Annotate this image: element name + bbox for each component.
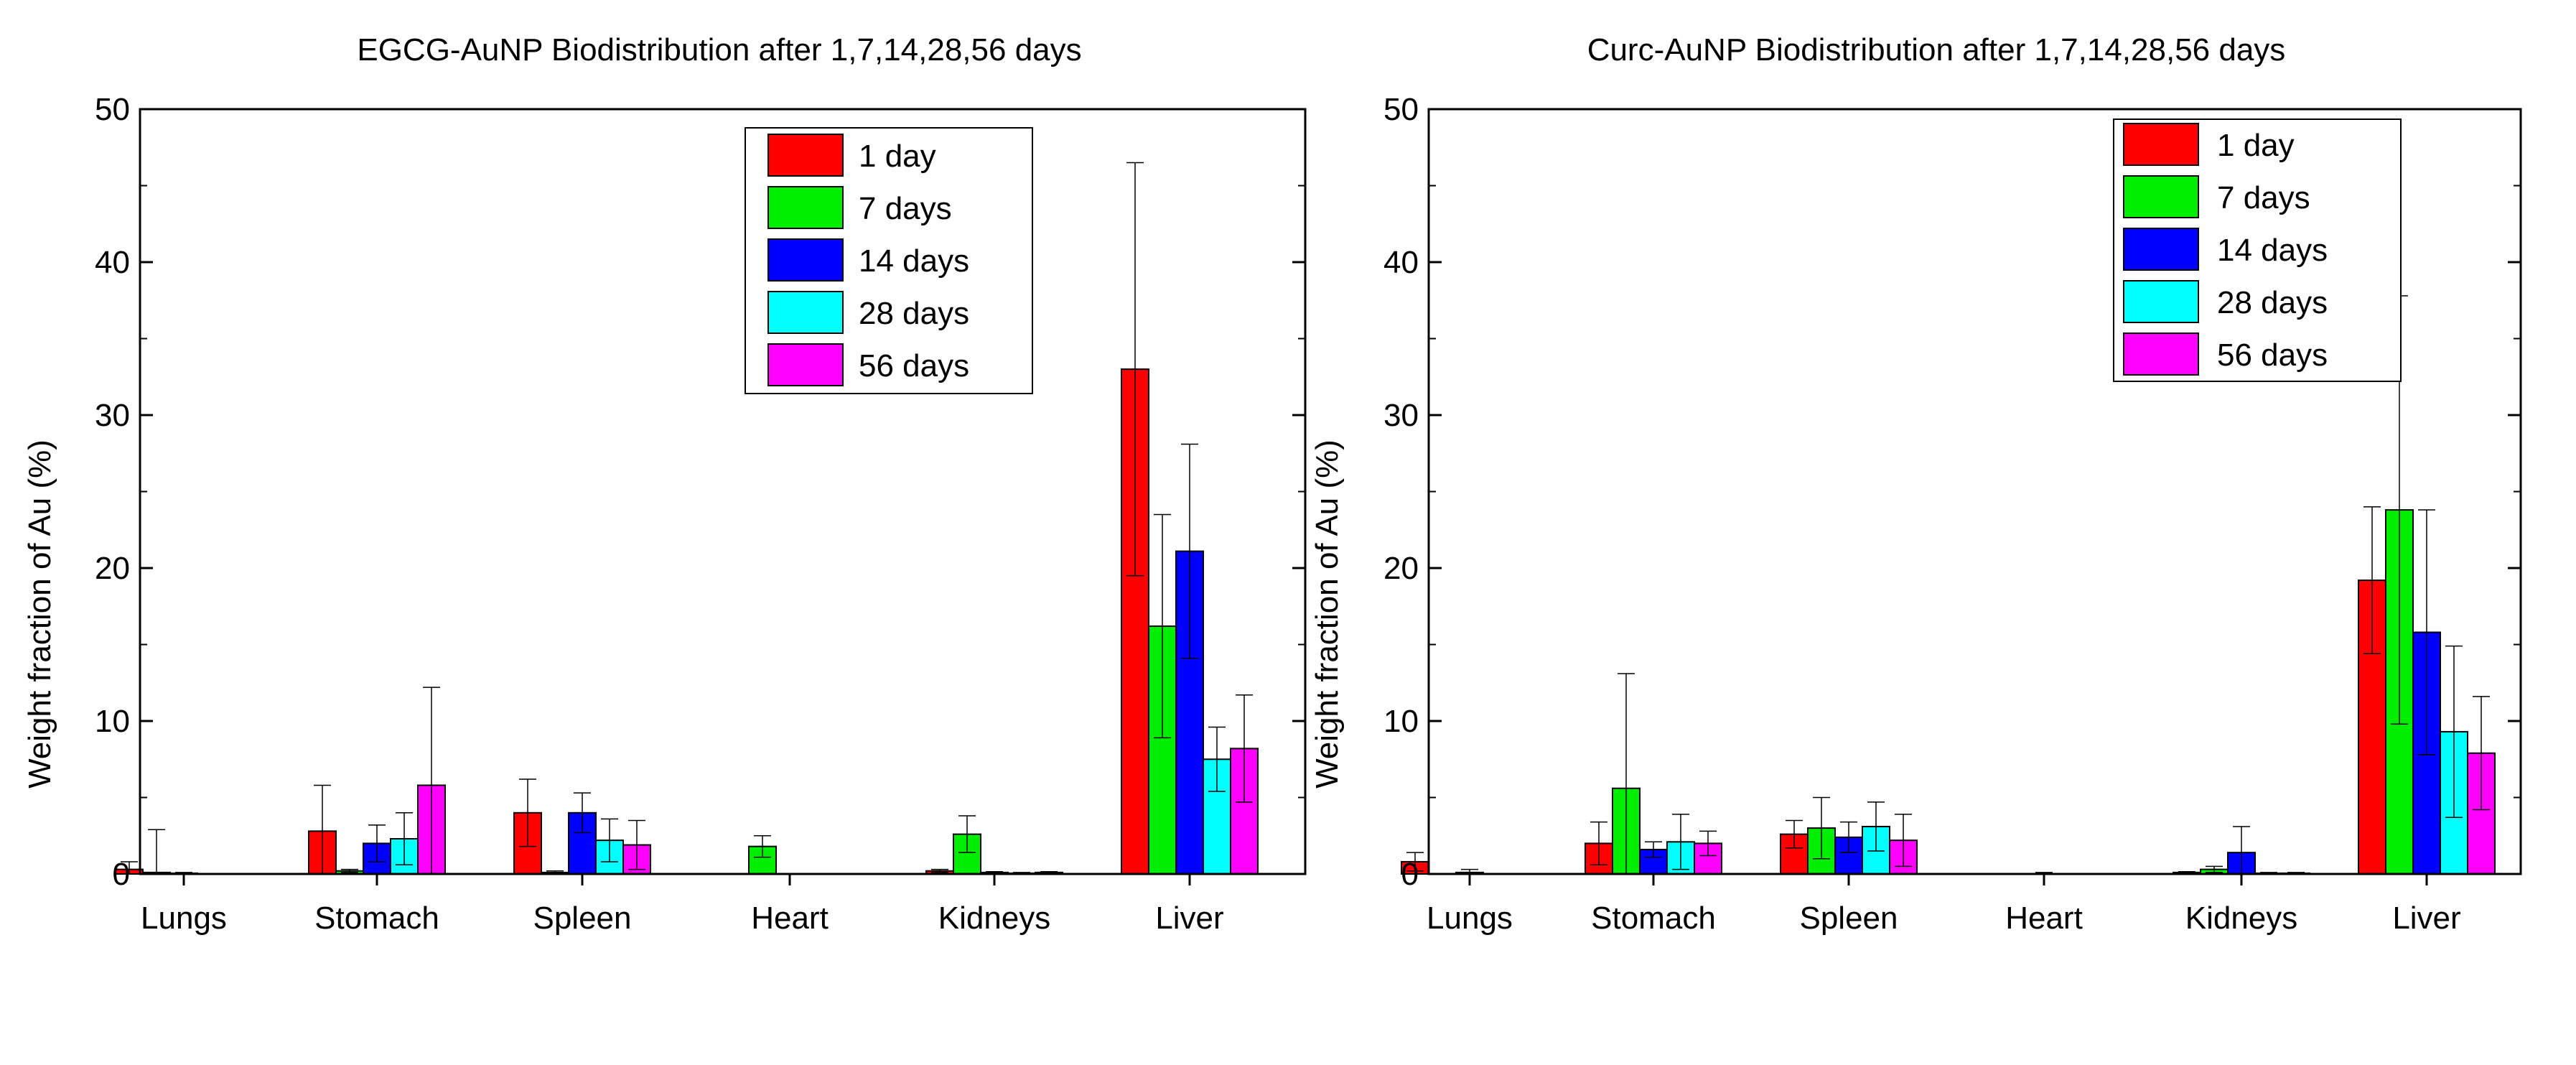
legend-swatch: [767, 291, 844, 334]
y-tick-label: 0: [1401, 857, 1419, 892]
y-tick-label: 10: [95, 704, 130, 739]
legend-label: 7 days: [2217, 180, 2310, 215]
x-categories: Lungs Stomach Spleen Heart Kidneys Liver: [1427, 874, 2461, 936]
x-tick-label: Stomach: [314, 901, 439, 936]
legend: 1 day 7 days 14 days 28 days 56 days: [2113, 118, 2402, 382]
x-tick-label: Kidneys: [2185, 901, 2298, 936]
x-tick-label: Kidneys: [938, 901, 1051, 936]
x-tick-label: Liver: [1155, 901, 1223, 936]
chart-title: EGCG-AuNP Biodistribution after 1,7,14,2…: [357, 32, 1081, 68]
egcg-chart: EGCG-AuNP Biodistribution after 1,7,14,2…: [22, 32, 1307, 936]
y-tick-label: 40: [1383, 245, 1419, 280]
y-ticks: 0 10 20 30 40 50: [1383, 92, 2521, 892]
legend-swatch: [767, 238, 844, 282]
y-tick-label: 30: [1383, 398, 1419, 433]
legend-swatch: [767, 343, 844, 386]
legend-swatch: [767, 134, 844, 177]
legend-swatch: [767, 186, 844, 229]
x-categories: Lungs Stomach Spleen Heart Kidneys Liver: [141, 874, 1224, 936]
x-tick-label: Heart: [751, 901, 829, 936]
y-tick-label: 40: [95, 245, 130, 280]
plot-frame: [1427, 108, 2522, 875]
legend-label: 28 days: [859, 296, 969, 331]
y-tick-label: 50: [95, 92, 130, 127]
chart-marks: [115, 162, 1259, 875]
x-tick-label: Spleen: [1799, 901, 1898, 936]
legend-label: 7 days: [859, 191, 952, 226]
y-tick-label: 50: [1383, 92, 1419, 127]
legend-swatch: [2123, 123, 2199, 166]
legend-label: 1 day: [2217, 128, 2295, 163]
legend: 1 day 7 days 14 days 28 days 56 days: [745, 127, 1033, 394]
y-tick-label: 10: [1383, 704, 1419, 739]
legend-label: 28 days: [2217, 285, 2328, 320]
x-tick-label: Lungs: [141, 901, 227, 936]
y-axis-label: Weight fraction of Au (%): [22, 440, 57, 789]
x-tick-label: Spleen: [533, 901, 631, 936]
legend-label: 56 days: [2217, 338, 2328, 373]
y-tick-label: 0: [113, 857, 130, 892]
y-tick-label: 20: [95, 551, 130, 586]
legend-label: 14 days: [2217, 233, 2328, 268]
legend-swatch: [2123, 332, 2199, 376]
plot-frame: [139, 108, 1307, 875]
legend-label: 56 days: [859, 348, 969, 383]
chart-title: Curc-AuNP Biodistribution after 1,7,14,2…: [1587, 32, 2286, 68]
legend-swatch: [2123, 175, 2199, 218]
legend-swatch: [2123, 228, 2199, 271]
curc-chart: Curc-AuNP Biodistribution after 1,7,14,2…: [1310, 32, 2522, 936]
y-axis-label: Weight fraction of Au (%): [1310, 440, 1345, 789]
y-tick-label: 20: [1383, 551, 1419, 586]
x-tick-label: Heart: [2005, 901, 2083, 936]
x-tick-label: Stomach: [1591, 901, 1716, 936]
y-tick-label: 30: [95, 398, 130, 433]
chart-marks: [1401, 295, 2496, 875]
x-tick-label: Lungs: [1427, 901, 1513, 936]
legend-swatch: [2123, 280, 2199, 323]
legend-label: 1 day: [859, 139, 936, 174]
legend-label: 14 days: [859, 243, 969, 279]
x-tick-label: Liver: [2392, 901, 2460, 936]
